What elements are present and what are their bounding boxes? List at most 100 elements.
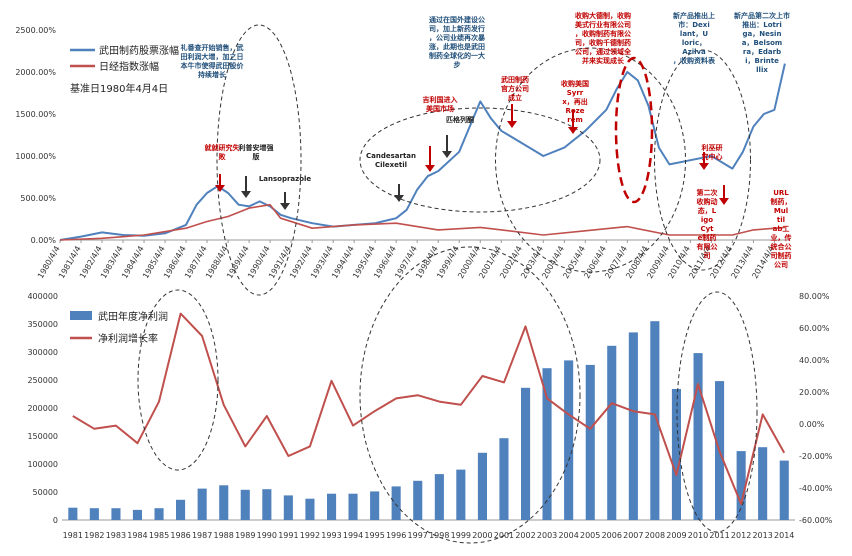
profit-bar	[693, 353, 703, 520]
annotation-text: URL 制药， Mul til ab工业，传统合公司制药公司	[771, 189, 792, 269]
annotation-arrow-head	[215, 185, 225, 192]
bottom-x-tick-label: 1985	[149, 531, 169, 540]
annotation-arrow-head	[280, 203, 290, 210]
bottom-x-tick-label: 1983	[106, 531, 126, 540]
profit-bar	[521, 387, 531, 520]
bottom-x-tick-label: 1996	[386, 531, 406, 540]
top-y-tick-label: 500.00%	[20, 194, 56, 203]
bottom-x-tick-label: 1995	[364, 531, 384, 540]
bottom-y-right-tick-label: -40.00%	[799, 484, 833, 493]
bottom-x-tick-label: 1982	[84, 531, 104, 540]
annotation-text: 第二次收购动态，L igo Cyt e制药有限公司	[697, 188, 718, 260]
profit-bar	[68, 507, 78, 520]
profit-bar	[650, 321, 660, 520]
bottom-y-left-tick-label: 300000	[27, 348, 58, 357]
profit-bar	[262, 489, 272, 520]
profit-bar	[758, 447, 768, 520]
bottom-x-tick-label: 2003	[537, 531, 557, 540]
annotation-text: 利普安增强版	[239, 143, 274, 161]
annotation-text: 收购大德制，收购美式行业有限公司，收购制药有限公司，收购千德制药公司，通过领域全…	[575, 11, 632, 65]
bottom-x-tick-label: 1987	[192, 531, 212, 540]
bottom-legend-label: 净利润增长率	[98, 332, 158, 345]
profit-bar	[391, 486, 401, 520]
top-y-tick-label: 1500.00%	[15, 110, 56, 119]
profit-bar	[671, 389, 681, 520]
profit-bar	[628, 332, 638, 520]
bottom-y-right-tick-label: -20.00%	[799, 452, 833, 461]
annotation-text: 就就研究失败	[205, 143, 241, 161]
profit-bar	[585, 364, 595, 520]
annotation-text: 新产品推出上市：Dexi lant，U loric， Azilva ，收购资料表	[673, 11, 716, 65]
profit-bar	[348, 493, 358, 520]
profit-bar	[736, 451, 746, 520]
profit-bar	[240, 489, 250, 520]
annotation-text: 利巫研究中心	[702, 143, 723, 161]
bottom-x-tick-label: 1991	[278, 531, 298, 540]
profit-bar	[197, 488, 207, 520]
annotation-arrow-head	[568, 127, 578, 134]
bottom-x-tick-label: 1986	[170, 531, 190, 540]
bottom-x-tick-label: 2009	[666, 531, 686, 540]
profit-bar	[779, 460, 789, 520]
annotation-arrow-head	[241, 191, 251, 198]
profit-bar	[219, 485, 229, 520]
profit-bar	[370, 491, 380, 520]
bottom-x-tick-label: 1993	[321, 531, 341, 540]
annotation-text: 武田制药官方公司成立	[501, 75, 529, 102]
growth-rate-line	[72, 312, 786, 505]
bottom-x-tick-label: 1994	[343, 531, 363, 540]
bottom-y-left-tick-label: 150000	[27, 432, 58, 441]
profit-bar	[154, 508, 164, 520]
top-y-tick-label: 2000.00%	[15, 68, 56, 77]
bottom-y-left-tick-label: 0	[53, 516, 58, 525]
bottom-y-left-tick-label: 350000	[27, 320, 58, 329]
profit-bar	[434, 474, 444, 520]
annotation-arrow-head	[442, 151, 452, 158]
bottom-y-left-tick-label: 200000	[27, 404, 58, 413]
profit-bar	[283, 495, 293, 520]
bottom-x-tick-label: 2004	[558, 531, 578, 540]
annotation-ellipse	[654, 49, 751, 271]
bottom-y-right-tick-label: 20.00%	[799, 388, 830, 397]
top-y-tick-label: 0.00%	[31, 236, 57, 245]
bottom-x-tick-label: 1989	[235, 531, 255, 540]
profit-bar	[132, 509, 142, 520]
annotation-arrow-head	[425, 165, 435, 172]
annotation-text: 礼番查开始销售，武田利润大增，加之日本牛市使得武田股价持续增长	[180, 43, 245, 79]
bottom-y-right-tick-label: -60.00%	[799, 516, 833, 525]
annotation-text: 收购美国 Syrr x，再出 Roze rem	[561, 79, 589, 124]
profit-bar	[499, 438, 509, 520]
top-y-tick-label: 2500.00%	[15, 26, 56, 35]
bottom-x-tick-label: 1999	[451, 531, 471, 540]
annotation-ellipse-red	[614, 56, 654, 204]
annotation-ellipse	[359, 107, 601, 213]
bottom-x-tick-label: 2011	[709, 531, 729, 540]
top-series-line-1	[59, 203, 785, 241]
annotation-ellipse	[676, 291, 758, 533]
profit-bar	[305, 498, 315, 520]
bottom-x-tick-label: 1990	[257, 531, 277, 540]
annotation-text: Lansoprazole	[259, 175, 312, 183]
bottom-x-tick-label: 2012	[731, 531, 751, 540]
bottom-y-right-tick-label: 80.00%	[799, 292, 830, 301]
profit-bar	[89, 508, 99, 520]
profit-bar	[111, 508, 121, 520]
bottom-x-tick-label: 1992	[300, 531, 320, 540]
bottom-y-left-tick-label: 250000	[27, 376, 58, 385]
bottom-x-tick-label: 2013	[752, 531, 772, 540]
bottom-y-left-tick-label: 400000	[27, 292, 58, 301]
annotation-text: Candesartan Cilexetil	[366, 152, 416, 169]
annotation-text: 吉利国进入美国市场	[423, 95, 458, 113]
top-legend-label: 日经指数涨幅	[99, 60, 159, 73]
annotation-arrow-head	[719, 198, 729, 205]
bottom-y-right-tick-label: 60.00%	[799, 324, 830, 333]
profit-bar	[564, 360, 574, 520]
bottom-x-tick-label: 2000	[472, 531, 492, 540]
bottom-legend-swatch-bar	[70, 311, 92, 320]
bottom-x-tick-label: 1998	[429, 531, 449, 540]
bottom-y-left-tick-label: 100000	[27, 460, 58, 469]
bottom-x-tick-label: 1997	[408, 531, 428, 540]
profit-bar	[327, 493, 337, 520]
